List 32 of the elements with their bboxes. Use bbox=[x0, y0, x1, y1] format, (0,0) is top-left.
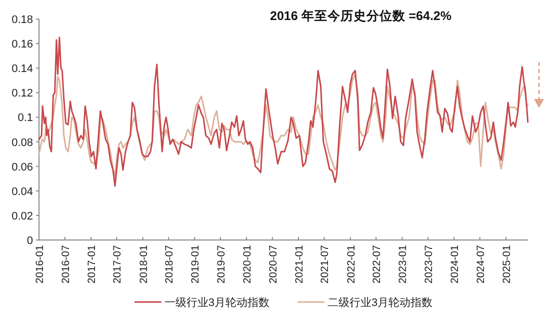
x-tick-label: 2021-07 bbox=[319, 244, 332, 284]
x-tick-label: 2017-07 bbox=[112, 244, 124, 284]
x-tick-label: 2023-07 bbox=[422, 244, 435, 284]
x-tick-label: 2021-01 bbox=[293, 244, 306, 284]
y-tick-label: 0.04 bbox=[12, 186, 33, 198]
x-tick-label: 2018-07 bbox=[164, 244, 176, 284]
y-tick-label: 0.1 bbox=[18, 112, 33, 124]
x-tick-label: 2017-01 bbox=[86, 244, 98, 284]
y-tick-label: 0.16 bbox=[12, 38, 33, 51]
x-tick-label: 2022-07 bbox=[371, 244, 384, 284]
x-tick-label: 2016-01 bbox=[34, 244, 46, 284]
y-tick-label: 0.02 bbox=[12, 210, 33, 222]
x-tick-label: 2018-01 bbox=[138, 244, 150, 284]
x-tick-label: 2020-07 bbox=[267, 244, 280, 284]
y-tick-label: 0.18 bbox=[12, 14, 33, 26]
y-tick-label: 0.08 bbox=[12, 136, 33, 149]
legend-label: 一级行业3月轮动指数 bbox=[164, 296, 270, 309]
chart-title: 2016 年至今历史分位数 =64.2% bbox=[270, 9, 452, 23]
legend-label: 二级行业3月轮动指数 bbox=[328, 296, 433, 309]
x-tick-label: 2023-01 bbox=[397, 244, 410, 284]
y-tick-label: 0.12 bbox=[12, 88, 33, 100]
x-tick-label: 2019-01 bbox=[190, 244, 202, 284]
y-tick-label: 0.06 bbox=[12, 161, 33, 174]
y-tick-label: 0 bbox=[26, 235, 33, 247]
x-tick-label: 2025-01 bbox=[500, 244, 513, 284]
x-tick-label: 2020-01 bbox=[242, 244, 254, 284]
y-tick-label: 0.14 bbox=[12, 63, 33, 76]
x-tick-label: 2022-01 bbox=[345, 244, 358, 284]
x-tick-label: 2024-01 bbox=[449, 244, 462, 284]
x-tick-label: 2019-07 bbox=[215, 244, 228, 284]
x-tick-label: 2016-07 bbox=[60, 244, 72, 284]
x-tick-label: 2024-07 bbox=[474, 244, 487, 284]
